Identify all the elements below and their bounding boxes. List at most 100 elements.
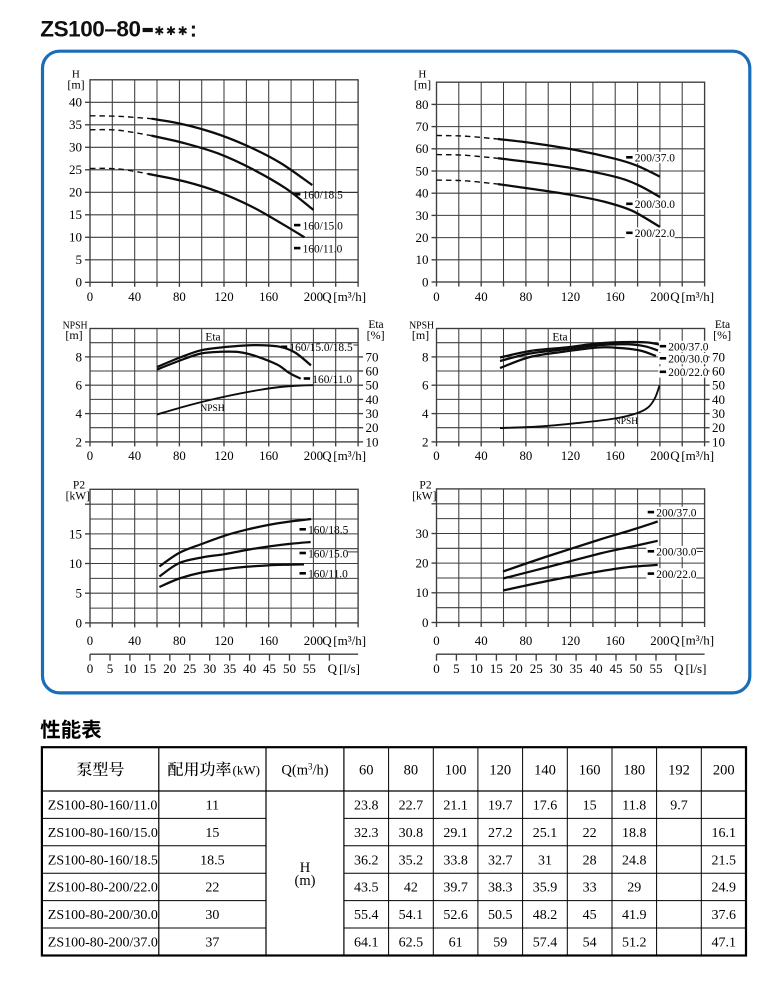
svg-text:[%]: [%] (713, 328, 731, 342)
svg-text:43.5: 43.5 (354, 881, 379, 896)
svg-text:25: 25 (183, 661, 196, 676)
svg-text:45: 45 (610, 661, 623, 676)
svg-text:15: 15 (143, 661, 156, 676)
svg-text:19.7: 19.7 (488, 799, 513, 814)
svg-text:[kW]: [kW] (66, 490, 90, 502)
svg-text:[m]: [m] (412, 328, 429, 342)
svg-text:52.6: 52.6 (443, 908, 468, 923)
svg-text:P2: P2 (419, 480, 431, 492)
svg-text:25: 25 (69, 162, 82, 177)
svg-text:ZS100-80-200/30.0: ZS100-80-200/30.0 (48, 908, 158, 923)
svg-text:0: 0 (87, 290, 93, 304)
svg-text:100: 100 (445, 763, 467, 779)
svg-text:Eta: Eta (552, 332, 567, 344)
svg-text:8: 8 (422, 349, 429, 364)
svg-text:11.8: 11.8 (622, 799, 646, 814)
svg-text:54.1: 54.1 (399, 908, 424, 923)
svg-text:40: 40 (475, 449, 488, 463)
svg-text:192: 192 (668, 763, 690, 779)
svg-text:40: 40 (475, 290, 488, 304)
svg-text:57.4: 57.4 (533, 936, 558, 951)
svg-text:16.1: 16.1 (711, 826, 736, 841)
svg-text:22: 22 (205, 881, 219, 896)
svg-text:50.5: 50.5 (488, 908, 513, 923)
svg-text:20: 20 (163, 661, 176, 676)
svg-text:0: 0 (433, 634, 439, 648)
svg-text:30: 30 (550, 661, 563, 676)
svg-text:ZS100-80-160/18.5: ZS100-80-160/18.5 (48, 853, 158, 868)
svg-text:31: 31 (538, 853, 552, 868)
svg-text:29: 29 (627, 881, 641, 896)
svg-text:200/22.0: 200/22.0 (635, 228, 675, 240)
svg-text:80: 80 (520, 634, 533, 648)
svg-text:160/15.0: 160/15.0 (308, 548, 348, 560)
svg-text:0: 0 (76, 275, 83, 290)
svg-text:18.8: 18.8 (622, 826, 647, 841)
svg-text:160: 160 (259, 290, 278, 304)
svg-text:[m]: [m] (414, 78, 431, 92)
svg-text:22: 22 (583, 826, 597, 841)
svg-text:200/22.0: 200/22.0 (656, 569, 696, 581)
svg-text:42: 42 (404, 881, 418, 896)
svg-text:0: 0 (422, 274, 429, 289)
svg-text:NPSH: NPSH (200, 404, 224, 414)
svg-text:200/37.0: 200/37.0 (635, 153, 675, 165)
svg-text:55.4: 55.4 (354, 908, 379, 923)
svg-text:[m]: [m] (65, 328, 82, 342)
svg-text:200: 200 (650, 634, 669, 648)
svg-text:15: 15 (583, 799, 597, 814)
svg-text:45: 45 (583, 908, 597, 923)
svg-text:38.3: 38.3 (488, 881, 513, 896)
svg-text:40: 40 (475, 634, 488, 648)
svg-text:64.1: 64.1 (354, 936, 379, 951)
svg-text:47.1: 47.1 (711, 936, 736, 951)
svg-text:Eta: Eta (368, 319, 383, 331)
svg-text:0: 0 (87, 634, 93, 648)
svg-text:160: 160 (259, 449, 278, 463)
svg-text:50: 50 (283, 661, 296, 676)
svg-text:[m³/h]: [m³/h] (681, 448, 714, 463)
svg-text:NPSH: NPSH (63, 319, 88, 331)
svg-text:6: 6 (422, 378, 429, 393)
svg-text:NPSH: NPSH (409, 319, 434, 331)
svg-text:15: 15 (205, 826, 219, 841)
svg-text:55: 55 (650, 661, 663, 676)
svg-text:30: 30 (416, 208, 429, 223)
svg-text:50: 50 (366, 378, 379, 393)
svg-text:Q: Q (322, 289, 332, 304)
svg-text:11: 11 (206, 799, 219, 814)
svg-text:29.1: 29.1 (443, 826, 468, 841)
svg-text:Q: Q (322, 633, 332, 648)
svg-text:40: 40 (128, 449, 141, 463)
svg-text:6: 6 (76, 378, 83, 393)
svg-text:50: 50 (416, 163, 429, 178)
svg-text:80: 80 (520, 290, 533, 304)
svg-text:0: 0 (433, 290, 439, 304)
svg-text:20: 20 (416, 230, 429, 245)
svg-text:33: 33 (583, 881, 597, 896)
svg-text:59: 59 (493, 936, 507, 951)
svg-text:35.2: 35.2 (399, 853, 424, 868)
svg-text:33.8: 33.8 (443, 853, 468, 868)
svg-text:[%]: [%] (367, 328, 385, 342)
svg-text:27.2: 27.2 (488, 826, 513, 841)
svg-text:[m³/h]: [m³/h] (333, 633, 366, 648)
svg-text:30.8: 30.8 (399, 826, 424, 841)
svg-text:40: 40 (69, 95, 82, 110)
svg-text:H: H (72, 68, 80, 80)
svg-text:[m³/h]: [m³/h] (333, 448, 366, 463)
svg-text:Q(m3/h): Q(m3/h) (281, 762, 328, 779)
svg-text:120: 120 (214, 290, 233, 304)
svg-text:0: 0 (76, 615, 83, 630)
svg-text:Eta: Eta (205, 332, 220, 344)
svg-text:ZS100-80-160/11.0: ZS100-80-160/11.0 (48, 799, 158, 814)
svg-text:P2: P2 (73, 480, 85, 492)
svg-text:30: 30 (416, 526, 429, 541)
svg-text:160/11.0: 160/11.0 (312, 374, 352, 386)
svg-text:20: 20 (69, 185, 82, 200)
svg-text:200/30.0: 200/30.0 (656, 547, 696, 559)
svg-text:60: 60 (366, 363, 379, 378)
svg-text:160/11.0: 160/11.0 (303, 243, 343, 255)
svg-text:10: 10 (69, 556, 82, 571)
svg-text:[m]: [m] (67, 78, 84, 92)
